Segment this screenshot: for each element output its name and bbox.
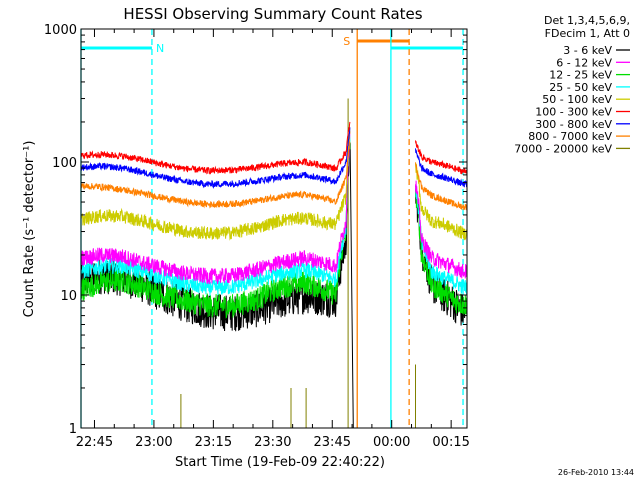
legend-header-line-1: Det 1,3,4,5,6,9, — [544, 14, 630, 27]
y-axis-ticks: 1 10 100 1000 — [44, 23, 467, 437]
chart-title: HESSI Observing Summary Count Rates — [123, 5, 422, 23]
x-tick-label: 23:00 — [135, 435, 172, 450]
x-tick-label: 00:15 — [432, 435, 469, 450]
series-line-2 — [80, 131, 468, 285]
legend-entry-label: 6 - 12 keV — [556, 56, 612, 69]
y-axis-label: Count Rate (s⁻¹ detector⁻¹) — [22, 141, 37, 318]
legend-entry-label: 12 - 25 keV — [549, 69, 612, 82]
legend-entry-label: 7000 - 20000 keV — [514, 142, 612, 155]
series-line-3 — [80, 134, 468, 319]
x-tick-label: 23:45 — [314, 435, 351, 450]
series-line-8 — [80, 140, 468, 211]
legend-entry-label: 25 - 50 keV — [549, 81, 612, 94]
footer-timestamp: 26-Feb-2010 13:44 — [558, 468, 634, 477]
x-tick-label: 00:00 — [373, 435, 410, 450]
x-tick-label: 22:45 — [76, 435, 113, 450]
y-tick-label: 100 — [52, 156, 77, 171]
series-line-6 — [80, 121, 468, 175]
x-axis-ticks: 22:45 23:00 23:15 23:30 23:45 00:00 00:15 — [76, 29, 470, 450]
x-axis-label: Start Time (19-Feb-09 22:40:22) — [175, 455, 385, 470]
legend: Det 1,3,4,5,6,9, FDecim 1, Att 0 3 - 6 k… — [514, 14, 630, 155]
legend-header-line-2: FDecim 1, Att 0 — [545, 27, 630, 40]
x-tick-label: 23:15 — [195, 435, 232, 450]
legend-entry-label: 800 - 7000 keV — [528, 130, 612, 143]
y-tick-label: 1000 — [44, 23, 77, 38]
series-line-5 — [80, 127, 468, 241]
plot-frame — [80, 28, 468, 429]
flag-bars: NS — [81, 35, 464, 55]
flag-label: S — [343, 35, 350, 48]
y-tick-label: 10 — [60, 289, 77, 304]
legend-entry-label: 50 - 100 keV — [542, 93, 612, 106]
data-series — [80, 98, 468, 429]
flag-label: N — [156, 42, 164, 55]
series-line-7 — [80, 127, 468, 190]
legend-entry-label: 100 - 300 keV — [535, 106, 612, 119]
x-tick-label: 23:30 — [254, 435, 291, 450]
y-tick-label: 1 — [69, 422, 77, 437]
legend-entry-label: 3 - 6 keV — [563, 44, 612, 57]
legend-entry-label: 300 - 800 keV — [535, 118, 612, 131]
